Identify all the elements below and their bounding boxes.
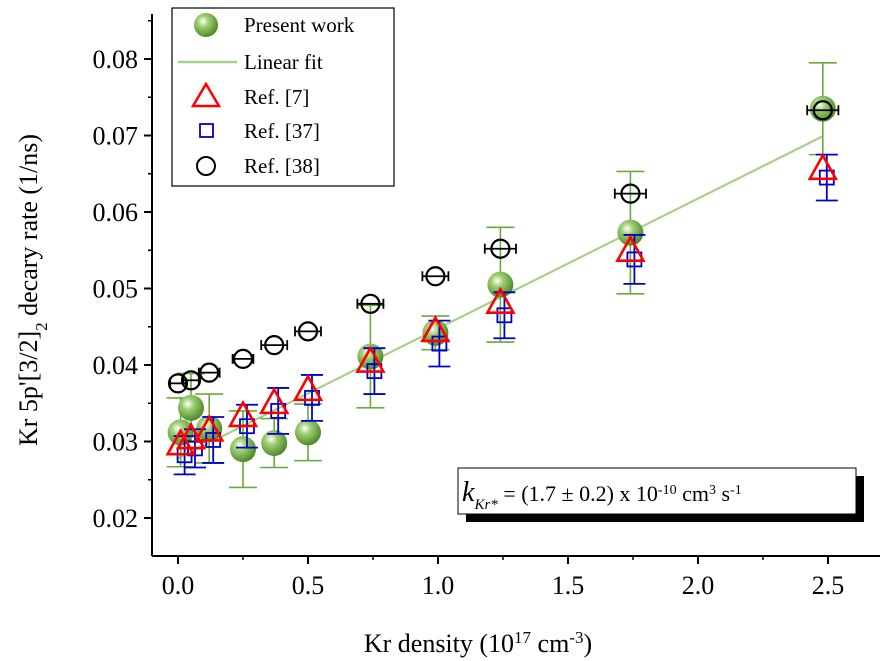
ref38-point [620, 183, 641, 204]
legend-label-ref37: Ref. [37] [244, 119, 320, 143]
legend-label-ref38: Ref. [38] [244, 154, 320, 178]
ref7-point [227, 399, 259, 428]
legend-label-linear-fit: Linear fit [244, 50, 323, 74]
x-tick-label: 0.5 [292, 571, 325, 600]
y-tick-label: 0.03 [93, 428, 139, 457]
y-tick-label: 0.08 [93, 45, 139, 74]
x-tick-label: 1.0 [422, 571, 455, 600]
legend-sphere-marker [194, 13, 218, 37]
ref38-point [264, 335, 285, 356]
y-axis-title: Kr 5p'[3/2]2 decary rate (1/ns) [14, 134, 51, 446]
present-work-point [487, 271, 514, 298]
y-tick-label: 0.07 [93, 122, 139, 151]
legend-item-ref7: Ref. [7] [190, 81, 309, 109]
ref38-point [232, 348, 254, 369]
ref38-point [360, 293, 381, 314]
x-tick-label: 2.0 [682, 571, 715, 600]
ref7-point [615, 234, 646, 262]
rate-constant-annotation: kKr* = (1.7 ± 0.2) x 10-10 cm3 s-1 [457, 467, 864, 522]
ref38-point [812, 100, 833, 121]
ref7-point [355, 345, 386, 373]
ref7-point [292, 373, 324, 402]
y-tick-label: 0.05 [93, 275, 139, 304]
x-axis-title: Kr density (1017 cm-3) [364, 628, 592, 659]
present-work-point [357, 343, 384, 370]
legend-label-present-work: Present work [244, 13, 355, 37]
annotation-text: kKr* = (1.7 ± 0.2) x 10-10 cm3 s-1 [462, 477, 742, 513]
y-tick-label: 0.02 [93, 504, 139, 533]
ref7-point [420, 314, 451, 343]
legend-item-linear-fit: Linear fit [178, 50, 323, 74]
ref7-point [258, 386, 290, 415]
y-tick-label: 0.04 [93, 351, 139, 380]
ref7-point [165, 428, 196, 456]
ref38-point [167, 373, 189, 394]
present-work-point [422, 319, 449, 346]
y-ticks: 0.02 0.03 0.04 0.05 0.06 0.07 0.08 [93, 20, 152, 533]
x-ticks: 0.0 0.5 1.0 1.5 2.0 2.5 [162, 556, 845, 600]
legend-circle-marker [196, 156, 216, 176]
present-work-point [230, 436, 256, 463]
legend-item-ref38: Ref. [38] [196, 154, 320, 178]
legend-triangle-marker [190, 81, 222, 108]
ref38-point [425, 266, 446, 287]
ref37-point [431, 335, 448, 352]
ref38-point [199, 362, 220, 383]
ref37-point [496, 307, 513, 324]
ref7-point [485, 286, 516, 314]
legend: Present work Linear fit Ref. [7] Ref. [3… [171, 7, 395, 187]
present-work-point [196, 415, 223, 442]
legend-square-marker [199, 123, 214, 138]
annotation-box [457, 467, 857, 515]
ref38-point [297, 321, 319, 342]
legend-item-present-work: Present work [194, 13, 355, 37]
x-tick-label: 2.5 [812, 571, 845, 600]
ref38-point [490, 238, 511, 259]
y-tick-label: 0.06 [93, 198, 139, 227]
ref7-point [807, 152, 839, 181]
legend-label-ref7: Ref. [7] [244, 85, 309, 109]
x-tick-label: 0.0 [162, 571, 195, 600]
legend-box [171, 7, 395, 187]
series-layer [165, 62, 840, 489]
present-work-point [261, 430, 288, 457]
legend-item-ref37: Ref. [37] [199, 119, 320, 143]
present-work-point [295, 419, 321, 446]
present-work-point [617, 219, 644, 246]
x-tick-label: 1.5 [552, 571, 585, 600]
ref7-point [193, 414, 225, 442]
ref38-point [180, 370, 202, 391]
present-work-point [178, 394, 204, 421]
